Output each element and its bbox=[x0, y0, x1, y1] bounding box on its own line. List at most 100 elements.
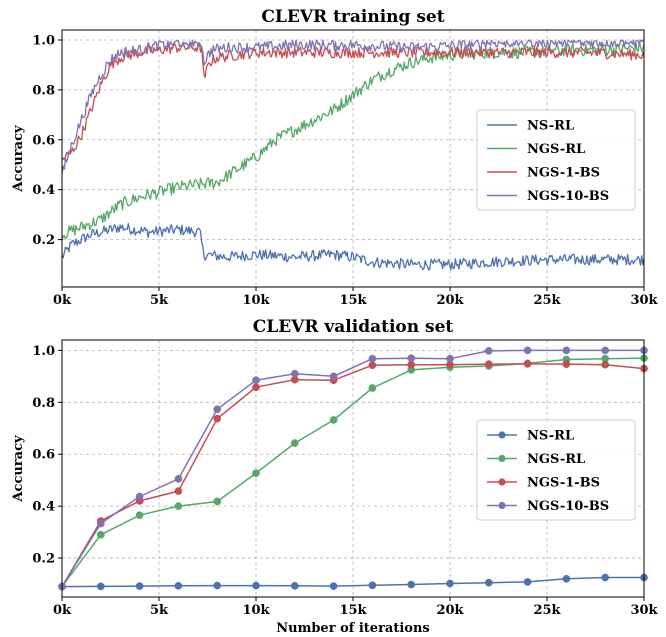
data-point bbox=[135, 492, 144, 501]
x-tick-label: 5k bbox=[150, 603, 169, 618]
data-point bbox=[252, 383, 260, 392]
y-tick-label: 0.6 bbox=[32, 448, 55, 463]
data-point bbox=[174, 475, 183, 483]
data-point bbox=[484, 578, 493, 587]
series-line-ns-rl bbox=[61, 576, 644, 588]
series-line-ngs-1-bs bbox=[61, 41, 645, 161]
x-tick-label: 25k bbox=[533, 293, 561, 308]
series-line-ngs-1-bs bbox=[61, 363, 645, 587]
y-tick-label: 0.6 bbox=[32, 133, 55, 148]
data-point bbox=[290, 439, 299, 447]
legend-box bbox=[476, 419, 636, 521]
x-tick-label: 15k bbox=[339, 293, 367, 308]
data-point bbox=[407, 354, 416, 363]
y-tick-label: 0.4 bbox=[32, 183, 55, 198]
data-point bbox=[213, 405, 222, 414]
chart-panel-1: 0k 5k 10k 15k 20k 25k 30k 0.2 0.4 0.6 0.8 1.0 CLEVR … bbox=[11, 317, 659, 636]
data-point bbox=[174, 581, 183, 590]
data-point bbox=[290, 369, 299, 378]
data-point bbox=[446, 354, 454, 363]
data-point bbox=[368, 361, 377, 370]
y-tick-label: 0.4 bbox=[32, 500, 55, 515]
x-tick-label: 30k bbox=[630, 603, 658, 618]
data-point bbox=[135, 511, 144, 520]
y-tick-label: 1.0 bbox=[32, 344, 55, 359]
x-tick-label: 10k bbox=[242, 603, 270, 618]
legend-label: NGS-10-BS bbox=[527, 499, 609, 514]
x-tick-label: 0k bbox=[53, 603, 72, 618]
x-tick-label: 20k bbox=[436, 293, 464, 308]
data-point bbox=[368, 581, 377, 590]
y-axis-label: Accuracy bbox=[11, 125, 26, 193]
data-point bbox=[484, 347, 493, 355]
legend: NS-RL NGS-RL NGS-1-BS NGS-10-BS bbox=[476, 109, 636, 211]
series-line-ngs-10-bs bbox=[61, 39, 645, 175]
legend-marker bbox=[498, 478, 506, 486]
data-point bbox=[96, 519, 105, 528]
legend-label: NS-RL bbox=[527, 429, 574, 444]
data-point bbox=[96, 530, 105, 539]
series-line-ns-rl bbox=[61, 222, 645, 271]
legend-label: NGS-1-BS bbox=[527, 476, 600, 491]
data-point bbox=[407, 580, 416, 589]
series-line-ngs-10-bs bbox=[61, 349, 644, 587]
legend-marker bbox=[498, 431, 506, 439]
legend-marker bbox=[498, 501, 506, 510]
data-point bbox=[213, 497, 222, 506]
legend-label: NGS-10-BS bbox=[527, 189, 609, 204]
legend-label: NGS-RL bbox=[527, 452, 585, 467]
legend-label: NGS-1-BS bbox=[527, 166, 600, 181]
data-point bbox=[601, 346, 610, 355]
chart-title: CLEVR validation set bbox=[253, 317, 454, 337]
data-point bbox=[368, 354, 377, 363]
data-point bbox=[174, 487, 183, 495]
data-point bbox=[252, 376, 260, 385]
series-line-ngs-rl bbox=[61, 357, 645, 588]
data-point bbox=[329, 582, 338, 590]
x-tick-label: 0k bbox=[53, 293, 72, 308]
data-point bbox=[446, 579, 454, 588]
y-tick-label: 0.8 bbox=[32, 396, 55, 411]
x-tick-label: 5k bbox=[150, 293, 169, 308]
y-tick-label: 0.2 bbox=[32, 233, 55, 248]
y-tick-label: 0.8 bbox=[32, 83, 55, 98]
x-tick-label: 20k bbox=[436, 603, 464, 618]
data-point bbox=[562, 360, 571, 368]
data-point bbox=[523, 360, 532, 368]
data-point bbox=[484, 360, 493, 368]
legend-box bbox=[476, 109, 636, 211]
data-point bbox=[174, 502, 183, 510]
data-point bbox=[368, 384, 377, 392]
y-axis-label: Accuracy bbox=[11, 435, 26, 503]
y-tick-label: 1.0 bbox=[32, 33, 55, 48]
legend-label: NS-RL bbox=[527, 119, 574, 134]
data-point bbox=[252, 581, 260, 590]
data-point bbox=[329, 372, 338, 381]
x-tick-label: 15k bbox=[339, 603, 367, 618]
data-point bbox=[523, 346, 532, 355]
data-point bbox=[252, 469, 260, 478]
data-point bbox=[213, 414, 222, 423]
x-axis-label: Number of iterations bbox=[276, 621, 430, 636]
data-point bbox=[96, 582, 105, 591]
chart-panel-0: 0k 5k 10k 15k 20k 25k 30k 0.2 0.4 0.6 0.8 1.0 CLEVR … bbox=[11, 7, 659, 308]
legend-label: NGS-RL bbox=[527, 142, 585, 157]
series-group bbox=[61, 39, 645, 271]
legend: NS-RL NGS-RL NGS-1-BS NGS-10-BS bbox=[476, 419, 636, 521]
data-point bbox=[601, 573, 610, 582]
x-tick-label: 10k bbox=[242, 293, 270, 308]
series-line-ngs-rl bbox=[61, 41, 645, 241]
y-tick-label: 0.2 bbox=[32, 552, 55, 567]
chart-title: CLEVR training set bbox=[261, 7, 444, 27]
data-point bbox=[523, 578, 532, 586]
data-point bbox=[213, 581, 222, 590]
legend-marker bbox=[498, 454, 506, 463]
data-point bbox=[329, 416, 338, 424]
x-tick-label: 25k bbox=[533, 603, 561, 618]
x-tick-label: 30k bbox=[630, 293, 658, 308]
data-point bbox=[601, 360, 610, 369]
data-point bbox=[290, 581, 299, 590]
data-point bbox=[135, 582, 144, 590]
data-point bbox=[407, 360, 416, 369]
